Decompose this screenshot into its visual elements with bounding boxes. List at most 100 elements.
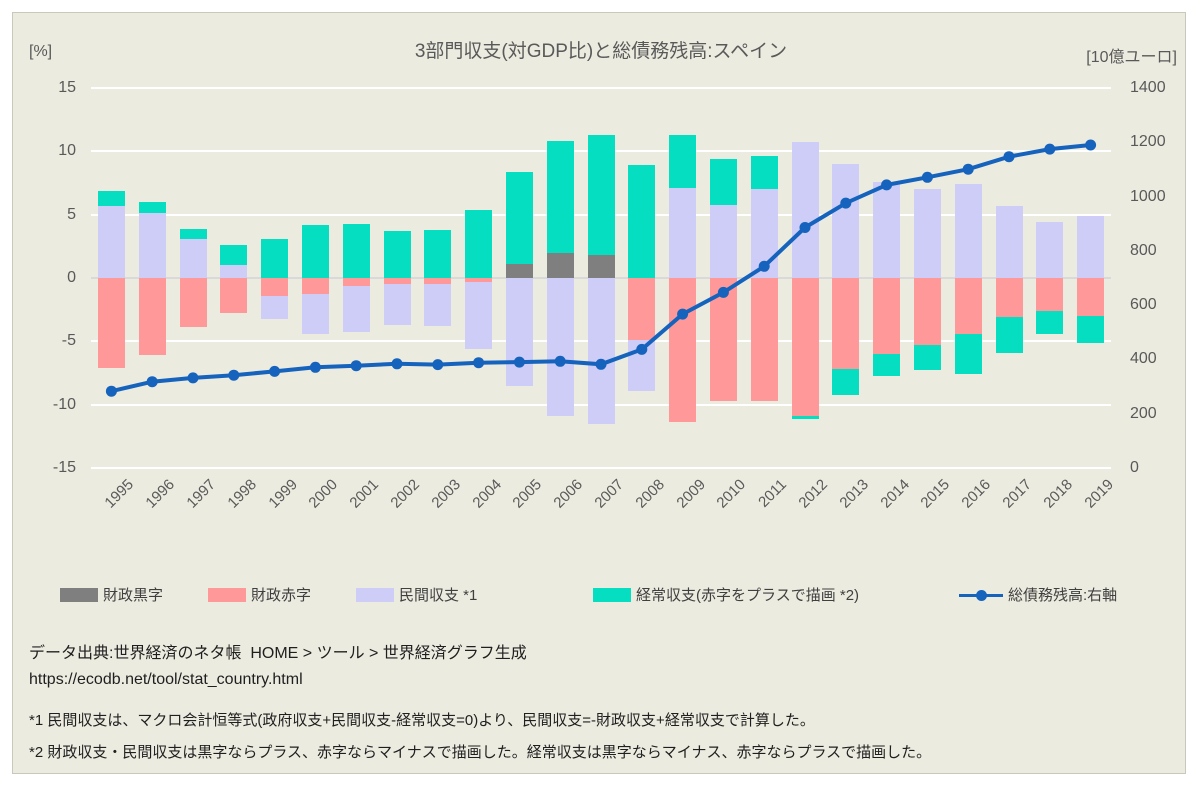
debt-line-marker xyxy=(350,360,362,372)
bar-segment xyxy=(465,209,493,278)
bar-segment xyxy=(750,278,778,401)
bar-segment xyxy=(1077,215,1105,278)
right-axis-tick-label: 0 xyxy=(1130,459,1139,476)
debt-line-marker xyxy=(636,343,648,355)
right-axis-tick-label: 600 xyxy=(1130,296,1157,314)
legend-item-fiscal-deficit: 財政赤字 xyxy=(208,584,311,605)
bar-segment xyxy=(954,184,982,278)
debt-line-marker xyxy=(228,369,240,381)
left-axis-unit: [%] xyxy=(29,43,53,60)
bar-segment xyxy=(873,354,901,376)
bar-segment xyxy=(342,285,370,333)
legend-label: 経常収支(赤字をプラスで描画 *2) xyxy=(636,587,860,604)
gridline xyxy=(91,467,1111,469)
bar-segment xyxy=(750,156,778,190)
bar-segment xyxy=(995,317,1023,353)
left-axis-tick-label: 5 xyxy=(67,205,76,223)
legend-label: 財政赤字 xyxy=(251,587,312,604)
debt-line-marker xyxy=(146,376,158,388)
bar-segment xyxy=(138,213,166,278)
debt-line-marker xyxy=(473,357,485,369)
bar-segment xyxy=(546,141,574,253)
left-axis-tick-label: 15 xyxy=(58,79,76,96)
legend-label: 民間収支 *1 xyxy=(399,587,478,604)
debt-line-marker xyxy=(595,358,607,370)
bar-segment xyxy=(261,238,289,278)
debt-line-marker xyxy=(717,286,729,298)
bar-segment xyxy=(995,205,1023,278)
legend: 財政黒字 財政赤字 民間収支 *1 経常収支(赤字をプラスで描画 *2) 総債務… xyxy=(13,584,1187,608)
chart-panel: 3部門収支(対GDP比)と総債務残高:スペイン [%] [10億ユーロ] 財政黒… xyxy=(12,12,1186,774)
debt-line-marker xyxy=(962,163,974,175)
bar-segment xyxy=(505,264,533,278)
bar-segment xyxy=(179,238,207,278)
debt-line-sample-icon xyxy=(959,588,1003,602)
footnote-1: *1 民間収支は、マクロ会計恒等式(政府収支+民間収支-経常収支=0)より、民間… xyxy=(29,712,815,729)
bar-segment xyxy=(587,134,615,256)
debt-line-path xyxy=(110,143,1091,394)
current-account-swatch-icon xyxy=(593,587,631,602)
bar-segment xyxy=(138,202,166,214)
right-axis-tick-label: 800 xyxy=(1130,241,1157,259)
bar-segment xyxy=(424,284,452,327)
bar-segment xyxy=(913,189,941,278)
bar-segment xyxy=(261,295,289,319)
right-axis-tick-label: 1200 xyxy=(1130,133,1166,151)
bar-segment xyxy=(628,278,656,341)
bar-segment xyxy=(1077,278,1105,316)
bar-segment xyxy=(505,171,533,265)
debt-line-marker xyxy=(105,385,117,397)
bar-segment xyxy=(465,278,493,282)
bar-segment xyxy=(873,278,901,354)
bar-segment xyxy=(261,278,289,296)
bar-segment xyxy=(383,231,411,278)
chart-title: 3部門収支(対GDP比)と総債務残高:スペイン xyxy=(414,41,788,62)
legend-item-private-balance: 民間収支 *1 xyxy=(356,584,477,605)
bar-segment xyxy=(709,158,737,205)
bar-segment xyxy=(138,278,166,356)
bar-segment xyxy=(791,416,819,419)
debt-line-marker xyxy=(554,355,566,367)
left-axis-tick-label: -10 xyxy=(52,395,76,413)
right-axis-unit: [10億ユーロ] xyxy=(1086,49,1177,66)
bar-segment xyxy=(832,278,860,370)
bar-segment xyxy=(791,278,819,417)
legend-item-fiscal-surplus: 財政黒字 xyxy=(60,584,163,605)
bar-segment xyxy=(546,278,574,417)
debt-line-marker xyxy=(269,365,281,377)
right-axis-tick-label: 1400 xyxy=(1130,79,1166,96)
debt-line-marker xyxy=(187,372,199,384)
bar-segment xyxy=(587,255,615,278)
private-balance-swatch-icon xyxy=(356,587,394,602)
bar-segment xyxy=(383,278,411,285)
fiscal-deficit-swatch-icon xyxy=(208,587,246,602)
bar-segment xyxy=(342,278,370,286)
debt-line-marker xyxy=(921,171,933,183)
fiscal-surplus-swatch-icon xyxy=(60,587,98,602)
right-axis-tick-label: 400 xyxy=(1130,350,1157,368)
bar-segment xyxy=(1077,316,1105,343)
debt-line-marker xyxy=(1085,139,1097,151)
bar-segment xyxy=(383,284,411,325)
right-axis-tick-label: 200 xyxy=(1130,404,1157,422)
bar-segment xyxy=(791,142,819,278)
bar-segment xyxy=(913,278,941,346)
bar-segment xyxy=(97,205,125,278)
bar-segment xyxy=(1036,222,1064,278)
debt-line-marker xyxy=(881,179,893,191)
legend-label: 総債務残高:右軸 xyxy=(1008,587,1118,604)
debt-line-marker xyxy=(309,361,321,373)
bar-segment xyxy=(97,278,125,368)
legend-item-current-account: 経常収支(赤字をプラスで描画 *2) xyxy=(593,584,859,605)
bar-segment xyxy=(342,223,370,278)
right-axis-tick-label: 1000 xyxy=(1130,187,1166,205)
bar-segment xyxy=(301,224,329,278)
debt-line-marker xyxy=(840,197,852,209)
left-axis-tick-label: 10 xyxy=(58,142,76,160)
bar-segment xyxy=(669,134,697,189)
bar-segment xyxy=(913,345,941,371)
debt-line-marker xyxy=(758,260,770,272)
gridline xyxy=(91,87,1111,89)
bar-segment xyxy=(220,245,248,266)
